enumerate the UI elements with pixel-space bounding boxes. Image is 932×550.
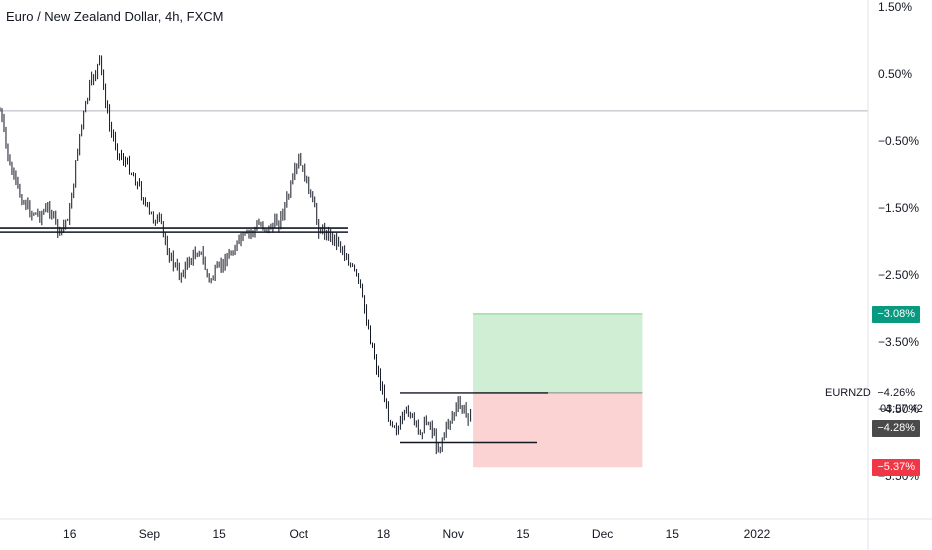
- x-tick-label: 18: [377, 527, 391, 541]
- y-tick-label: −1.50%: [878, 201, 919, 215]
- stop-label: −5.37%: [872, 459, 920, 476]
- x-tick-label: Oct: [289, 527, 308, 541]
- target-label: −3.08%: [872, 306, 920, 323]
- y-tick-label: 0.50%: [878, 67, 912, 81]
- y-tick-label: −0.50%: [878, 134, 919, 148]
- y-tick-label: 1.50%: [878, 0, 912, 14]
- stop-zone: [473, 392, 643, 468]
- position-zones: [473, 313, 643, 468]
- x-tick-label: Dec: [592, 527, 613, 541]
- chart-title: Euro / New Zealand Dollar, 4h, FXCM: [6, 9, 224, 24]
- current-percent-label: −4.26%: [877, 387, 915, 399]
- x-tick-label: Sep: [139, 527, 161, 541]
- horizontal-levels: [0, 110, 868, 444]
- x-tick-label: Nov: [443, 527, 464, 541]
- symbol-label: EURNZD: [825, 387, 871, 399]
- price-series: [0, 55, 472, 455]
- x-tick-label: 15: [212, 527, 226, 541]
- last-price-label: −4.28%: [872, 420, 920, 437]
- y-tick-label: −4.50%: [878, 402, 919, 416]
- target-zone: [473, 313, 643, 393]
- y-tick-label: −2.50%: [878, 268, 919, 282]
- x-tick-label: 16: [63, 527, 77, 541]
- x-tick-label: 15: [666, 527, 680, 541]
- x-tick-label: 15: [516, 527, 530, 541]
- y-tick-label: −3.50%: [878, 335, 919, 349]
- bar-countdown: 03:07:42: [880, 403, 923, 415]
- time-axis: 16 Sep 15 Oct 18 Nov 15 Dec 15 2022: [0, 518, 932, 541]
- x-tick-label: 2022: [744, 527, 771, 541]
